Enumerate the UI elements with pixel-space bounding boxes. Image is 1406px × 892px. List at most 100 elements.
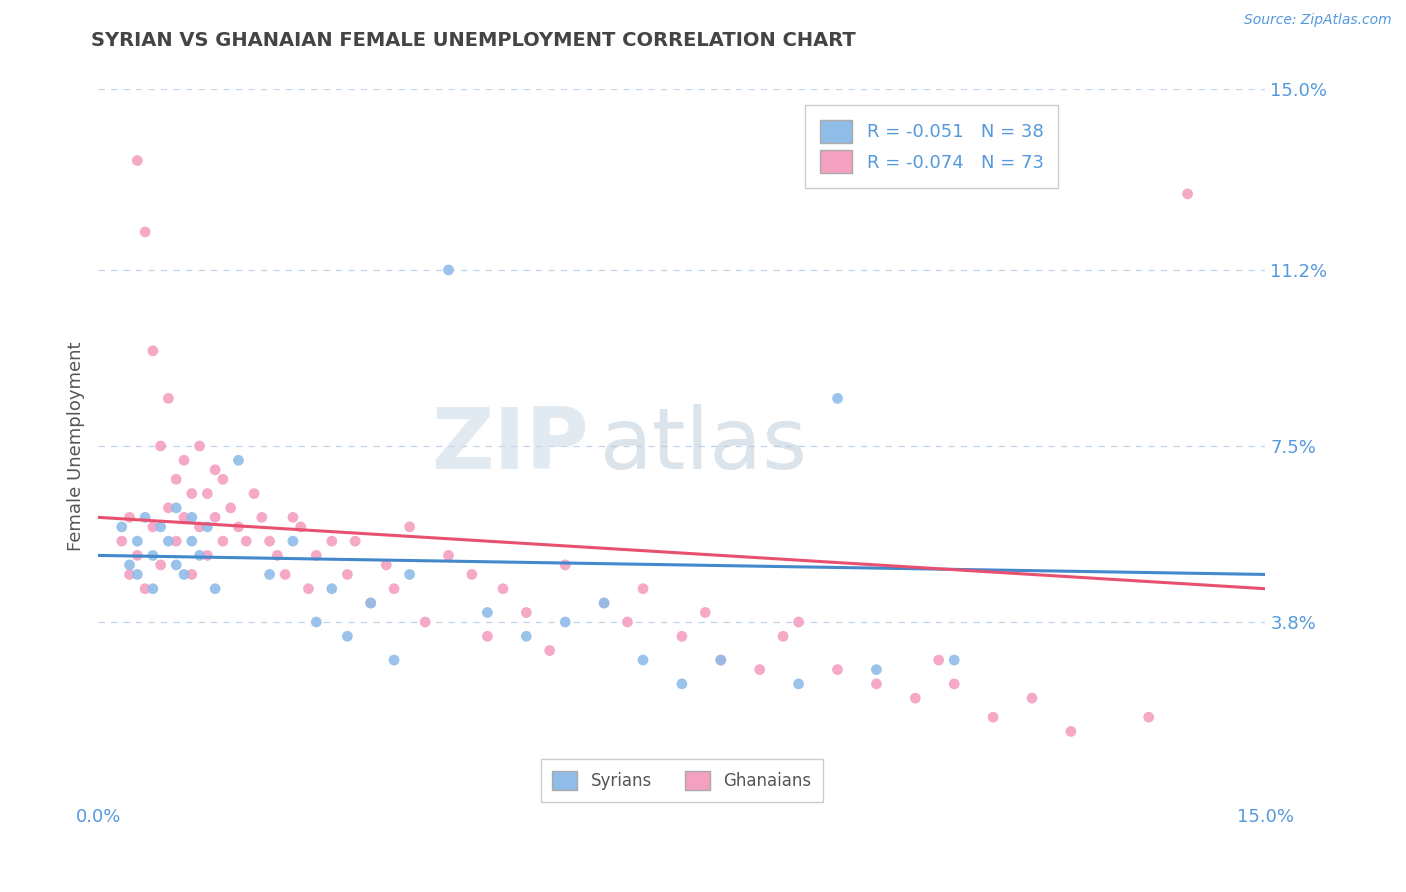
Point <box>413 615 436 629</box>
Point <box>118 567 141 582</box>
Point <box>928 653 950 667</box>
Point <box>212 472 235 486</box>
Point <box>235 534 257 549</box>
Point <box>127 567 149 582</box>
Point <box>631 582 654 596</box>
Point <box>111 534 134 549</box>
Point <box>360 596 382 610</box>
Point <box>1177 186 1199 201</box>
Point <box>165 558 187 572</box>
Point <box>943 653 966 667</box>
Point <box>321 582 343 596</box>
Point <box>398 567 420 582</box>
Text: Source: ZipAtlas.com: Source: ZipAtlas.com <box>1244 13 1392 28</box>
Point <box>631 653 654 667</box>
Point <box>228 520 250 534</box>
Point <box>943 677 966 691</box>
Point <box>142 549 165 563</box>
Point <box>266 549 288 563</box>
Point <box>554 558 576 572</box>
Point <box>134 582 156 596</box>
Point <box>134 225 156 239</box>
Point <box>219 500 242 515</box>
Point <box>204 463 226 477</box>
Point <box>772 629 794 643</box>
Point <box>259 534 281 549</box>
Text: atlas: atlas <box>600 404 808 488</box>
Point <box>127 549 149 563</box>
Point <box>157 500 180 515</box>
Point <box>1060 724 1083 739</box>
Point <box>180 534 202 549</box>
Legend: Syrians, Ghanaians: Syrians, Ghanaians <box>540 759 824 802</box>
Point <box>492 582 515 596</box>
Point <box>297 582 319 596</box>
Point <box>188 439 211 453</box>
Point <box>865 663 887 677</box>
Point <box>180 567 202 582</box>
Point <box>259 567 281 582</box>
Point <box>274 567 297 582</box>
Point <box>671 677 693 691</box>
Point <box>173 510 195 524</box>
Point <box>710 653 733 667</box>
Point <box>142 343 165 358</box>
Point <box>904 691 927 706</box>
Point <box>149 439 172 453</box>
Point <box>1021 691 1043 706</box>
Point <box>165 472 187 486</box>
Point <box>477 606 499 620</box>
Point <box>157 392 180 406</box>
Point <box>695 606 717 620</box>
Point <box>142 582 165 596</box>
Point <box>134 510 156 524</box>
Point <box>398 520 420 534</box>
Point <box>437 263 460 277</box>
Point <box>865 677 887 691</box>
Point <box>461 567 484 582</box>
Point <box>173 453 195 467</box>
Point <box>360 596 382 610</box>
Point <box>281 510 304 524</box>
Point <box>204 510 226 524</box>
Point <box>787 677 810 691</box>
Point <box>173 567 195 582</box>
Point <box>827 663 849 677</box>
Point <box>787 615 810 629</box>
Point <box>212 534 235 549</box>
Point <box>375 558 398 572</box>
Point <box>477 629 499 643</box>
Point <box>554 615 576 629</box>
Point <box>344 534 367 549</box>
Text: ZIP: ZIP <box>430 404 589 488</box>
Point <box>593 596 616 610</box>
Point <box>336 567 359 582</box>
Point <box>290 520 312 534</box>
Point <box>437 549 460 563</box>
Point <box>515 629 537 643</box>
Point <box>111 520 134 534</box>
Point <box>538 643 561 657</box>
Point <box>827 392 849 406</box>
Point <box>671 629 693 643</box>
Point <box>180 510 202 524</box>
Point <box>188 520 211 534</box>
Point <box>157 534 180 549</box>
Point <box>515 606 537 620</box>
Point <box>142 520 165 534</box>
Point <box>281 534 304 549</box>
Point <box>149 520 172 534</box>
Point <box>336 629 359 643</box>
Point <box>616 615 638 629</box>
Point <box>593 596 616 610</box>
Point <box>149 558 172 572</box>
Point <box>127 534 149 549</box>
Point <box>305 615 328 629</box>
Point <box>118 558 141 572</box>
Point <box>250 510 273 524</box>
Point <box>195 486 218 500</box>
Y-axis label: Female Unemployment: Female Unemployment <box>66 342 84 550</box>
Point <box>305 549 328 563</box>
Point <box>382 582 405 596</box>
Text: SYRIAN VS GHANAIAN FEMALE UNEMPLOYMENT CORRELATION CHART: SYRIAN VS GHANAIAN FEMALE UNEMPLOYMENT C… <box>91 31 856 50</box>
